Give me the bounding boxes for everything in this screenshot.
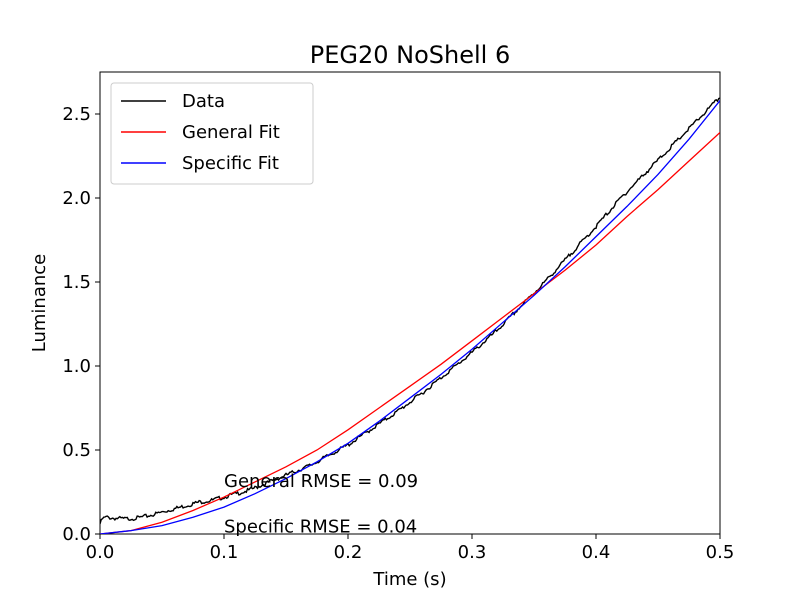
x-tick-label: 0.4 [582,542,611,563]
legend-label: General Fit [182,122,280,143]
legend-label: Data [182,91,225,112]
series-layer [100,97,720,534]
axes-frame [99,71,721,535]
axis-ticks: 0.0 0.1 0.2 0.3 0.4 0.5 0.0 0.5 1.0 1.5 2.0 2.5 [62,104,734,563]
x-axis-label: Time (s) [372,569,446,590]
rmse-annotation: Specific RMSE = 0.04 [224,516,417,537]
rmse-annotation: General RMSE = 0.09 [224,471,418,492]
x-tick-label: 0.1 [210,542,239,563]
y-tick-label: 1.5 [62,272,91,293]
plot-area [99,71,721,535]
annotations: General RMSE = 0.09 Specific RMSE = 0.04 [224,471,418,537]
x-tick-label: 0.0 [86,542,115,563]
y-tick-label: 2.0 [62,188,91,209]
chart-title: PEG20 NoShell 6 [310,41,510,69]
series-line-general-fit [100,132,720,534]
legend-box [110,82,314,185]
y-tick-label: 0.0 [62,524,91,545]
x-tick-label: 0.3 [458,542,487,563]
y-tick-label: 0.5 [62,440,91,461]
x-tick-label: 0.5 [706,542,735,563]
legend: Data General Fit Specific Fit [110,82,314,185]
y-tick-label: 1.0 [62,356,91,377]
x-tick-label: 0.2 [334,542,363,563]
legend-label: Specific Fit [182,153,279,174]
series-line-specific-fit [100,100,720,534]
y-axis-label: Luminance [29,254,50,352]
y-tick-label: 2.5 [62,104,91,125]
series-line-data [100,97,720,525]
